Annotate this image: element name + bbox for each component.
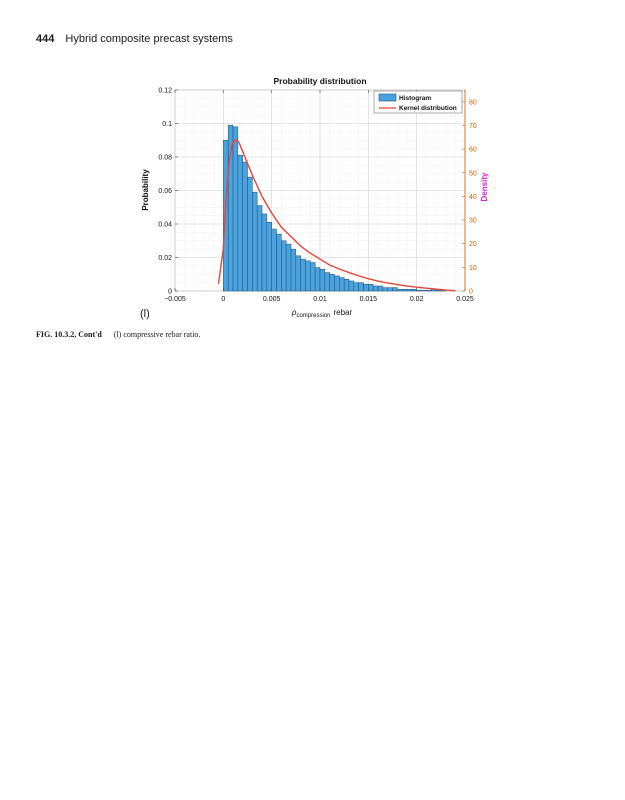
histogram-bar: [314, 267, 321, 292]
histogram-bar: [276, 233, 282, 292]
histogram-bar: [416, 289, 422, 292]
y-axis-label: Probability: [141, 169, 150, 211]
histogram-bar: [397, 289, 403, 292]
histogram-bar: [411, 289, 417, 292]
histogram-bar: [305, 260, 311, 292]
y2-tick-label: 50: [469, 170, 477, 177]
x-axis-label-subscript: compression: [296, 313, 330, 319]
histogram-bar: [426, 289, 432, 292]
legend: Histogram Kernel distribution: [373, 90, 463, 114]
histogram-bar: [281, 240, 287, 292]
histogram-bar: [290, 248, 297, 292]
histogram-bar: [353, 282, 359, 292]
y-tick-label: 0: [168, 289, 172, 296]
histogram-bar: [295, 255, 301, 292]
histogram-bar: [339, 277, 345, 292]
caption-id: FIG. 10.3.2, Cont'd: [36, 330, 102, 339]
chart-title: Probability distribution: [273, 76, 366, 86]
histogram-bar: [285, 243, 292, 292]
x-tick-label: 0.01: [313, 296, 327, 303]
histogram-bar: [242, 161, 248, 292]
running-title: Hybrid composite precast systems: [65, 33, 233, 45]
y2-tick-label: 80: [469, 99, 477, 106]
y-tick-label: 0.06: [158, 188, 172, 195]
y-tick-label: 0.02: [158, 255, 172, 262]
histogram-bar: [247, 176, 253, 292]
histogram-bar: [334, 275, 340, 292]
y2-tick-label: 10: [469, 265, 477, 272]
caption-text: (l) compressive rebar ratio.: [113, 330, 201, 339]
legend-swatch-histogram: [378, 93, 397, 102]
histogram-bar: [372, 285, 379, 292]
x-tick-label: 0.005: [263, 296, 281, 303]
histogram-bar: [406, 289, 413, 292]
histogram-bar: [348, 280, 355, 292]
x-axis-label-text: rebar: [333, 308, 352, 317]
x-tick-label: 0.025: [456, 296, 474, 303]
page-number: 444: [36, 33, 55, 45]
histogram-bar: [421, 289, 427, 292]
histogram-bar: [435, 289, 442, 292]
y2-axis-label: Density: [480, 172, 489, 201]
figure-caption: FIG. 10.3.2, Cont'd (l) compressive reba…: [36, 330, 200, 339]
legend-label-histogram: Histogram: [399, 95, 431, 102]
kernel-distribution-line: [217, 138, 456, 292]
histogram-bar: [382, 287, 388, 292]
histogram-bar: [266, 222, 272, 292]
x-tick-label: −0.005: [164, 296, 186, 303]
y2-tick-label: 30: [469, 218, 477, 225]
y2-tick-label: 70: [469, 123, 477, 130]
x-tick-label: 0.015: [360, 296, 378, 303]
histogram-bar: [363, 284, 369, 292]
x-tick-label: 0: [221, 296, 225, 303]
y2-tick-label: 0: [469, 289, 473, 296]
y2-tick-label: 20: [469, 241, 477, 248]
histogram-bar: [310, 262, 316, 292]
x-tick-label: 0.02: [410, 296, 424, 303]
histogram-bar: [387, 287, 393, 292]
histogram-bar: [232, 126, 239, 292]
y2-tick-label: 60: [469, 147, 477, 154]
histogram-bar: [300, 258, 306, 292]
y-tick-label: 0.1: [162, 121, 172, 128]
histogram-bar: [392, 287, 398, 292]
histogram-bar: [358, 282, 364, 292]
y2-tick-label: 40: [469, 194, 477, 201]
histogram-bar: [329, 274, 335, 292]
histogram-bar: [256, 205, 263, 292]
histogram-bar: [401, 289, 408, 292]
y-axis-ticks: 0 0.02 0.04 0.06 0.08 0.1 0.12: [158, 88, 178, 296]
panel-label: (l): [140, 308, 150, 320]
histogram-bar: [252, 191, 258, 292]
y-tick-label: 0.08: [158, 155, 172, 162]
histogram-bar: [271, 228, 277, 292]
histogram-bar: [237, 155, 243, 292]
legend-label-kde: Kernel distribution: [399, 105, 457, 112]
histogram-bar: [343, 279, 350, 292]
y-tick-label: 0.12: [158, 88, 172, 95]
running-head: 444 Hybrid composite precast systems: [36, 33, 233, 45]
histogram-bar: [261, 213, 268, 292]
x-axis-label: ρcompression rebar: [291, 308, 353, 319]
histogram-bar: [368, 284, 374, 292]
histogram-bar: [319, 268, 326, 292]
histogram-bar: [377, 285, 384, 292]
y-tick-label: 0.04: [158, 222, 172, 229]
y2-axis-ticks: 0 10 20 30 40 50 60 70 80: [462, 99, 477, 296]
histogram-bar: [324, 272, 330, 292]
